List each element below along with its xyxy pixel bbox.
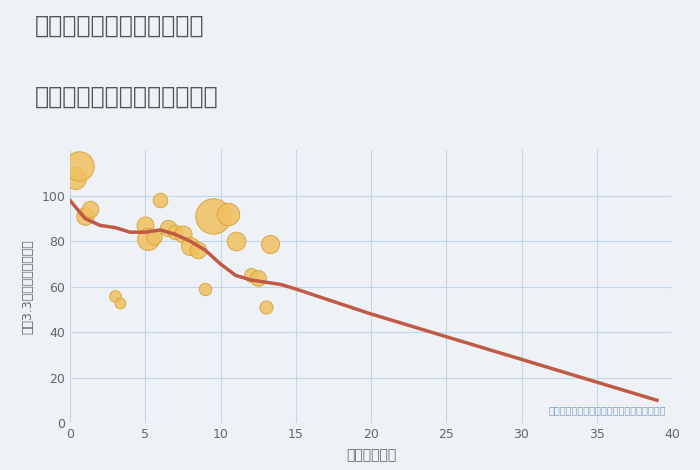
Point xyxy=(139,222,151,229)
Point xyxy=(69,174,80,181)
Point xyxy=(260,304,271,311)
Point xyxy=(162,224,174,231)
Text: 奈良県奈良市佐保台西町の: 奈良県奈良市佐保台西町の xyxy=(35,14,204,38)
Text: 築年数別中古マンション価格: 築年数別中古マンション価格 xyxy=(35,85,218,109)
Point xyxy=(207,212,218,220)
Point xyxy=(74,163,85,170)
Point xyxy=(148,233,160,241)
Point xyxy=(170,228,181,236)
Text: 円の大きさは、取引のあった物件面積を示す: 円の大きさは、取引のあった物件面積を示す xyxy=(549,405,666,415)
Point xyxy=(143,235,154,243)
X-axis label: 築年数（年）: 築年数（年） xyxy=(346,448,396,462)
Y-axis label: 坪（3.3㎡）単価（万円）: 坪（3.3㎡）単価（万円） xyxy=(21,239,34,334)
Point xyxy=(114,299,125,306)
Point xyxy=(253,274,264,282)
Point xyxy=(265,240,276,247)
Point xyxy=(230,237,241,245)
Point xyxy=(193,247,204,254)
Point xyxy=(109,292,121,299)
Point xyxy=(84,206,95,213)
Point xyxy=(79,212,91,220)
Point xyxy=(223,210,234,218)
Point xyxy=(245,272,256,279)
Point xyxy=(185,242,196,250)
Point xyxy=(177,231,188,238)
Point xyxy=(200,285,211,293)
Point xyxy=(155,196,166,204)
